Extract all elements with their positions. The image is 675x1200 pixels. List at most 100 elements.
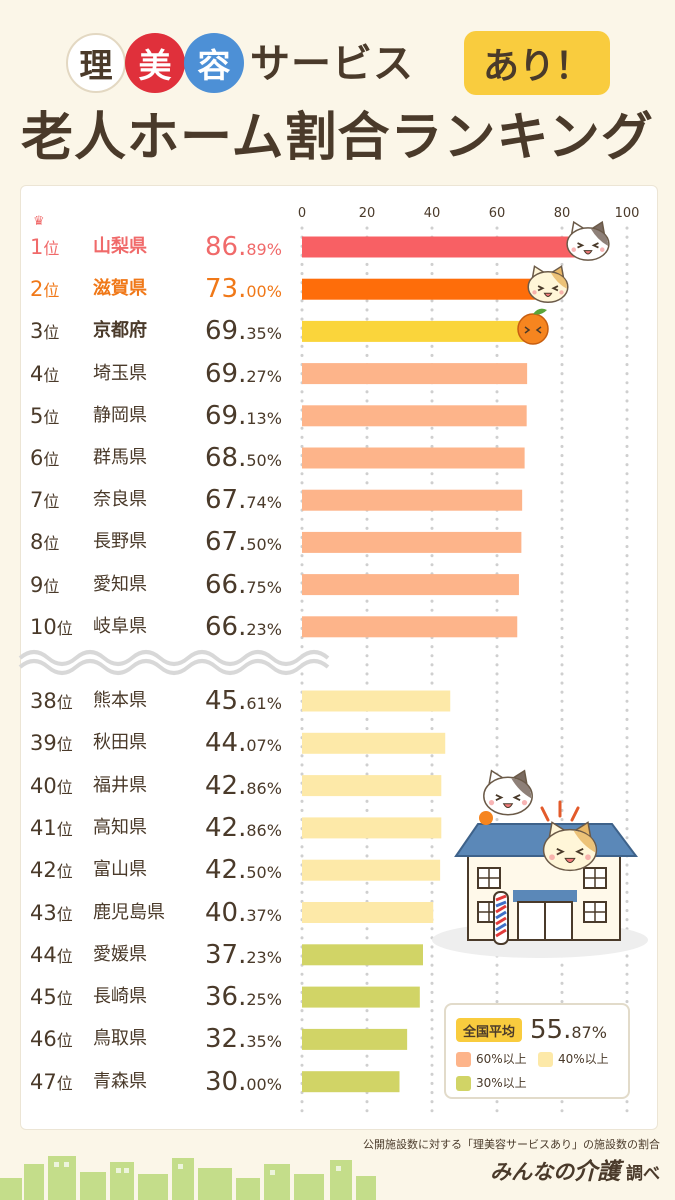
rank-label: 4位: [30, 361, 60, 386]
source-note: 公開施設数に対する「理美容サービスあり」の施設数の割合: [363, 1138, 660, 1151]
ranking-row: 6位 群馬県 68.50%: [0, 438, 300, 478]
break-line: [18, 650, 330, 666]
value-label: 36.25%: [205, 982, 282, 1013]
prefecture-label: 滋賀県: [93, 278, 147, 300]
prefecture-label: 岐阜県: [93, 615, 147, 637]
rank-label: 5位: [30, 403, 60, 428]
prefecture-label: 鹿児島県: [93, 901, 165, 923]
rank-label: 43位: [30, 900, 73, 925]
cat-cream-roof-icon: [542, 821, 598, 872]
bar: [302, 732, 446, 754]
ranking-row: 1位 山梨県 86.89% ♛: [0, 214, 300, 267]
value-label: 69.13%: [205, 400, 282, 431]
bar: [302, 278, 540, 300]
tick-label: 0: [298, 206, 306, 221]
rank-label: 42位: [30, 858, 73, 883]
brand-credit: みんなの介護 調べ: [490, 1159, 660, 1185]
ranking-row: 45位 長崎県 36.25%: [0, 977, 300, 1017]
value-label: 86.89%: [205, 232, 282, 262]
value-label: 30.00%: [205, 1066, 282, 1097]
ranking-row: 9位 愛知県 66.75%: [0, 565, 300, 605]
value-label: 66.23%: [205, 611, 282, 642]
bar: [302, 531, 522, 553]
prefecture-label: 長崎県: [93, 986, 147, 1008]
bar: [302, 1071, 400, 1093]
bar: [302, 859, 441, 881]
rank-label: 7位: [30, 488, 60, 513]
tick-label: 20: [359, 206, 376, 221]
crown-icon: ♛: [33, 214, 45, 229]
rank-label: 47位: [30, 1069, 73, 1094]
bar: [302, 690, 451, 712]
prefecture-label: 熊本県: [93, 690, 147, 711]
value-label: 32.35%: [205, 1024, 282, 1055]
prefecture-label: 愛知県: [93, 573, 147, 595]
bar: [302, 447, 525, 469]
break-line: [18, 659, 330, 675]
value-label: 40.37%: [205, 897, 282, 928]
prefecture-label: 京都府: [93, 320, 147, 342]
value-label: 67.74%: [205, 485, 282, 516]
tick-label: 60: [489, 206, 506, 221]
tick-label: 80: [554, 206, 571, 221]
ranking-row: 43位 鹿児島県 40.37%: [0, 893, 300, 933]
barbershop-building-illustration: [432, 800, 648, 958]
average-label: 全国平均: [456, 1018, 522, 1042]
legend-swatch-60: [456, 1052, 471, 1067]
page-title: 老人ホーム割合ランキング: [21, 108, 654, 168]
legend: 全国平均 55.87% 60%以上 40%以上 30%以上: [444, 1003, 630, 1099]
prefecture-label: 秋田県: [93, 732, 147, 754]
ranking-row: 7位 奈良県 67.74%: [0, 480, 300, 520]
header: 理 美 容 サービス あり！ 老人ホーム割合ランキング: [0, 0, 675, 180]
rank-label: 6位: [30, 446, 60, 470]
rank-label: 9位: [30, 572, 60, 597]
ranking-row: 4位 埼玉県 69.27%: [0, 354, 300, 394]
ranking-row: 41位 高知県 42.86%: [0, 808, 300, 848]
cat-calico-icon: [566, 220, 610, 261]
rank-label: 3位: [30, 319, 60, 344]
tick-label: 100: [615, 206, 640, 221]
rank-label: 39位: [30, 731, 73, 756]
ranking-row: 46位 鳥取県 32.35%: [0, 1019, 300, 1059]
prefecture-label: 福井県: [93, 774, 147, 796]
value-label: 68.50%: [205, 443, 282, 473]
ranking-row: 5位 静岡県 69.13%: [0, 396, 300, 436]
tick-label: 40: [424, 206, 441, 221]
ranking-row: 3位 京都府 69.35%: [0, 311, 300, 351]
rank-label: 38位: [30, 689, 73, 713]
ranking-row: 8位 長野県 67.50%: [0, 522, 300, 562]
city-skyline-illustration: [0, 1156, 376, 1200]
rank-label: 10位: [30, 614, 73, 639]
cat-calico-roof-icon: [483, 769, 533, 816]
bar: [302, 775, 442, 797]
cat-cream-icon: [527, 265, 569, 304]
legend-item-60: 60%以上: [456, 1051, 527, 1067]
value-label: 42.86%: [205, 812, 282, 843]
prefecture-label: 静岡県: [93, 404, 147, 426]
value-label: 44.07%: [205, 728, 282, 759]
prefecture-label: 埼玉県: [93, 362, 147, 384]
bar: [302, 405, 527, 427]
rank-label: 2位: [30, 277, 60, 302]
legend-item-30: 30%以上: [456, 1075, 527, 1091]
ranking-row: 47位 青森県 30.00%: [0, 1062, 300, 1102]
chart-panel: [20, 185, 658, 1130]
legend-item-40: 40%以上: [538, 1051, 609, 1067]
badge: あり！: [464, 31, 610, 95]
prefecture-label: 富山県: [93, 859, 147, 881]
rank-label: 40位: [30, 773, 73, 798]
circle-char-you: 容: [184, 33, 244, 93]
rank-label: 44位: [30, 942, 73, 967]
value-label: 67.50%: [205, 527, 282, 558]
value-label: 45.61%: [205, 686, 282, 716]
bar: [302, 236, 585, 258]
bar: [302, 1028, 408, 1050]
prefecture-label: 奈良県: [93, 489, 147, 511]
ranking-row: 40位 福井県 42.86%: [0, 766, 300, 806]
bar: [302, 986, 420, 1008]
legend-swatch-30: [456, 1076, 471, 1091]
prefecture-label: 鳥取県: [93, 1028, 147, 1050]
rank-label: 46位: [30, 1027, 73, 1052]
rank-label: 45位: [30, 985, 73, 1010]
